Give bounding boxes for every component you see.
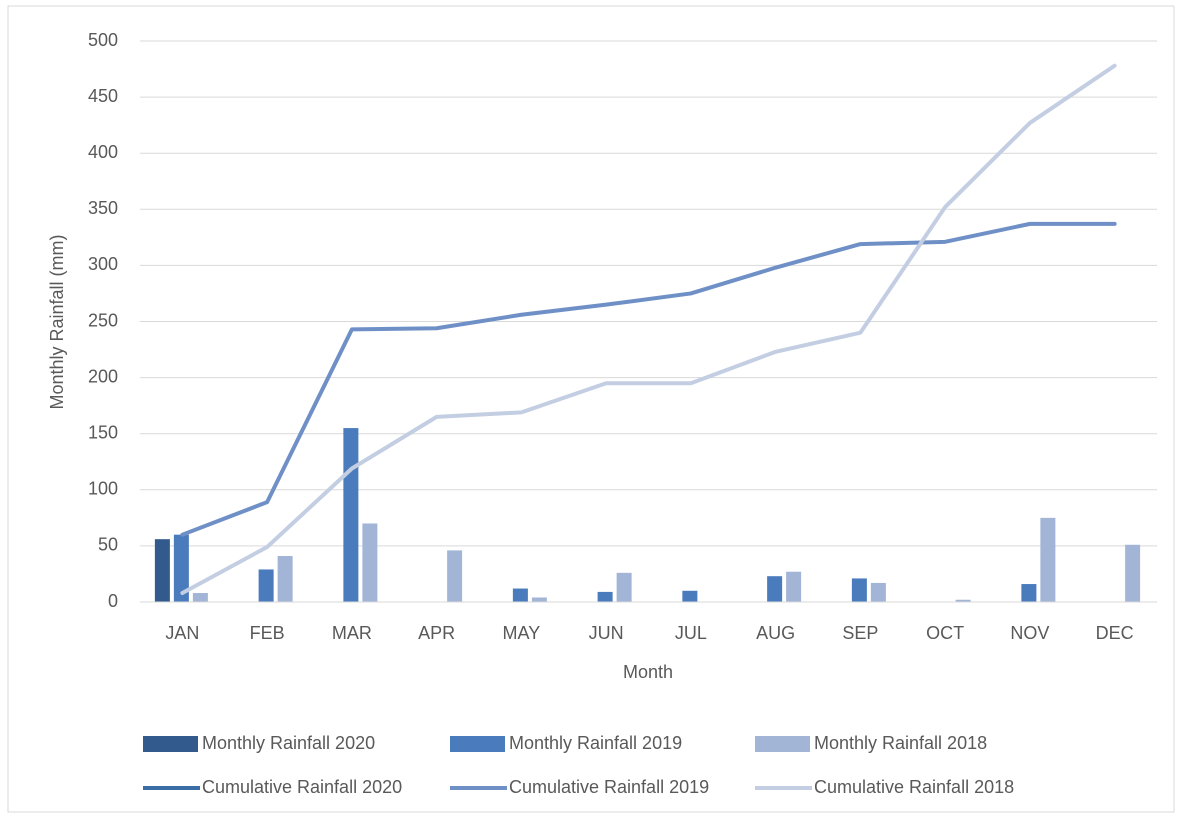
legend-label: Monthly Rainfall 2020 [202,733,375,753]
y-axis-title: Monthly Rainfall (mm) [47,234,67,409]
bar [597,591,613,602]
y-tick-label: 450 [88,86,118,106]
x-tick-label: DEC [1096,623,1134,643]
bar [531,597,547,602]
bar [154,539,170,602]
y-tick-label: 200 [88,366,118,386]
y-tick-label: 0 [108,591,118,611]
bar [1125,544,1141,602]
bar [955,599,971,602]
bar [277,555,293,602]
y-tick-label: 500 [88,30,118,50]
legend-swatch [755,736,810,752]
x-axis-title: Month [623,662,673,682]
bar [786,571,802,602]
legend-label: Cumulative Rainfall 2019 [509,777,709,797]
bar [343,428,359,602]
x-tick-label: APR [418,623,455,643]
x-tick-label: MAY [503,623,541,643]
line [180,63,1117,596]
x-tick-label: AUG [756,623,795,643]
x-tick-label: SEP [842,623,878,643]
line [180,221,1117,537]
x-tick-label: JAN [165,623,199,643]
bar [616,572,632,602]
bar [767,576,783,602]
bar [682,590,698,602]
bar [1040,517,1056,602]
x-tick-label: JUN [589,623,624,643]
x-tick-label: FEB [250,623,285,643]
legend-label: Cumulative Rainfall 2018 [814,777,1014,797]
legend-label: Cumulative Rainfall 2020 [202,777,402,797]
x-tick-label: OCT [926,623,964,643]
y-tick-label: 250 [88,310,118,330]
bar [173,534,189,602]
bar [870,582,886,602]
x-tick-label: NOV [1010,623,1049,643]
bar [447,550,463,602]
legend-label: Monthly Rainfall 2019 [509,733,682,753]
x-tick-label: JUL [675,623,707,643]
legend-swatch [143,736,198,752]
bar [1021,584,1037,602]
y-tick-label: 50 [98,535,118,555]
chart-border [7,5,1175,813]
bar [192,593,208,602]
y-tick-label: 400 [88,142,118,162]
bar [512,588,528,602]
legend-label: Monthly Rainfall 2018 [814,733,987,753]
y-tick-label: 100 [88,479,118,499]
x-tick-label: MAR [332,623,372,643]
legend-swatch [450,736,505,752]
bar [362,523,378,602]
y-tick-label: 150 [88,422,118,442]
y-tick-label: 350 [88,198,118,218]
bar [258,569,274,602]
y-tick-label: 300 [88,254,118,274]
bar [851,578,867,602]
